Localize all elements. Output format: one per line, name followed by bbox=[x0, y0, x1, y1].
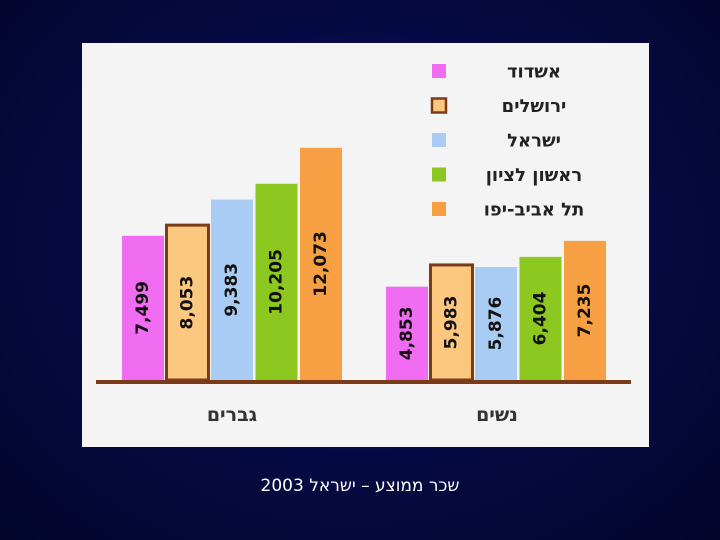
bar-value-label: 9,383 bbox=[222, 263, 242, 317]
bar bbox=[519, 256, 562, 380]
legend-label: ישראל bbox=[507, 131, 561, 152]
category-label: גברים bbox=[207, 404, 257, 426]
legend-label: אשדוד bbox=[507, 62, 561, 83]
legend-swatch bbox=[432, 202, 446, 216]
bar bbox=[211, 199, 253, 380]
bar-value-label: 12,073 bbox=[311, 231, 331, 297]
bar-value-label: 6,404 bbox=[531, 291, 551, 345]
legend-swatch bbox=[432, 167, 446, 182]
bar bbox=[300, 147, 342, 380]
bar bbox=[429, 263, 474, 382]
bar-value-label: 8,053 bbox=[178, 276, 198, 330]
legend-label: ירושלים bbox=[502, 96, 567, 117]
legend-swatch bbox=[432, 133, 446, 147]
bar bbox=[165, 223, 210, 382]
bar-value-label: 5,876 bbox=[486, 297, 506, 351]
category-label: נשים bbox=[476, 404, 518, 426]
bar bbox=[386, 286, 428, 380]
bar bbox=[255, 183, 298, 380]
bar-value-label: 4,853 bbox=[397, 306, 417, 360]
slide-caption: שכר ממוצע – ישראל 2003 bbox=[260, 476, 460, 496]
bar-value-label: 7,499 bbox=[133, 281, 153, 335]
legend: אשדוד ירושלים ישראל ראשון לציון תל אביב-יפו bbox=[430, 62, 585, 221]
bar-value-label: 10,205 bbox=[267, 249, 287, 315]
bar bbox=[122, 235, 164, 380]
legend-swatch bbox=[430, 97, 448, 114]
bar bbox=[475, 267, 517, 380]
legend-label: ראשון לציון bbox=[486, 165, 583, 186]
chart-panel: 7,499 8,053 9,383 10,205 12,073 4,853 5,983 5,8… bbox=[82, 43, 649, 447]
bar-value-label: 7,235 bbox=[575, 284, 595, 338]
bar-chart: 7,499 8,053 9,383 10,205 12,073 4,853 5,983 5,8… bbox=[96, 62, 631, 426]
bar-value-label: 5,983 bbox=[442, 296, 462, 350]
bar bbox=[564, 240, 606, 380]
legend-swatch bbox=[432, 64, 446, 78]
legend-label: תל אביב-יפו bbox=[484, 200, 585, 221]
